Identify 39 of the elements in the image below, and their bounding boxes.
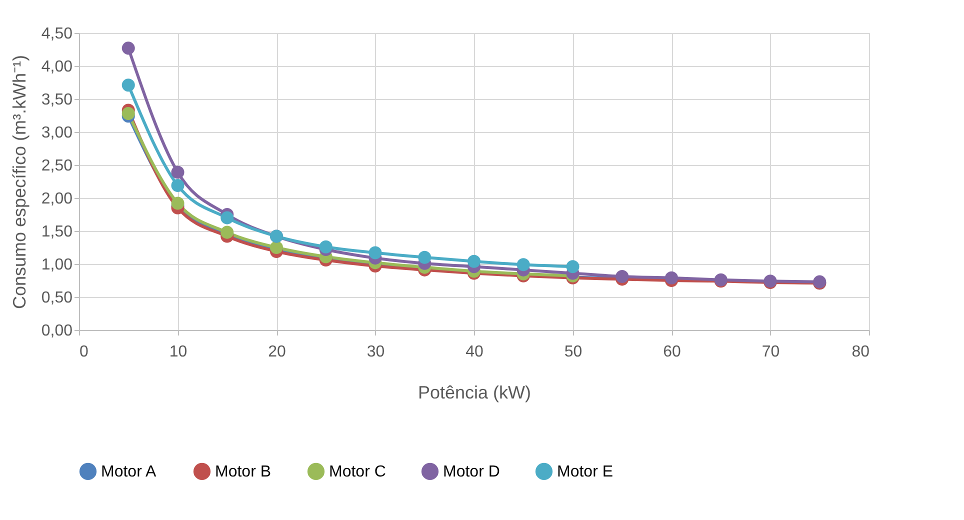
point [122, 42, 135, 55]
y-tick-label: 3,00 [41, 124, 73, 142]
legend-label: Motor B [215, 463, 272, 480]
y-tick-label: 1,50 [41, 224, 73, 240]
y-tick-label: 3,50 [41, 92, 73, 108]
point [122, 107, 135, 120]
y-tick-label: 4,00 [41, 58, 73, 76]
legend-label: Motor A [101, 463, 156, 480]
y-tick-label: 4,50 [41, 26, 73, 42]
point [220, 211, 234, 224]
x-tick-label: 80 [852, 344, 870, 360]
point [368, 246, 382, 260]
x-axis-title: Potência (kW) [418, 382, 532, 402]
x-tick-label: 70 [762, 344, 780, 360]
legend-label: Motor C [329, 463, 386, 480]
x-tick-label: 40 [466, 344, 484, 360]
y-axis-title: Consumo específico (m³.kWh⁻¹) [9, 54, 30, 310]
point [418, 250, 432, 264]
point [171, 178, 184, 192]
point [516, 258, 530, 272]
x-tick-label: 60 [663, 344, 681, 360]
point [122, 78, 135, 92]
x-tick-label: 20 [268, 344, 286, 360]
y-tick-label: 1,00 [41, 256, 73, 274]
legend-label: Motor E [557, 463, 614, 480]
point [566, 260, 580, 274]
x-tick-label: 50 [564, 344, 582, 360]
y-tick-label: 0,50 [41, 290, 73, 306]
x-tick-label: 10 [169, 344, 188, 360]
point [171, 166, 184, 179]
point [171, 196, 184, 210]
y-tick-label: 2,50 [41, 158, 73, 174]
y-tick-label: 2,00 [41, 190, 73, 208]
x-tick-label: 0 [80, 344, 88, 360]
x-tick-label: 30 [366, 344, 385, 360]
point [467, 254, 481, 268]
legend-label: Motor D [443, 463, 500, 480]
y-tick-label: 0,00 [41, 322, 73, 340]
point [319, 240, 332, 254]
